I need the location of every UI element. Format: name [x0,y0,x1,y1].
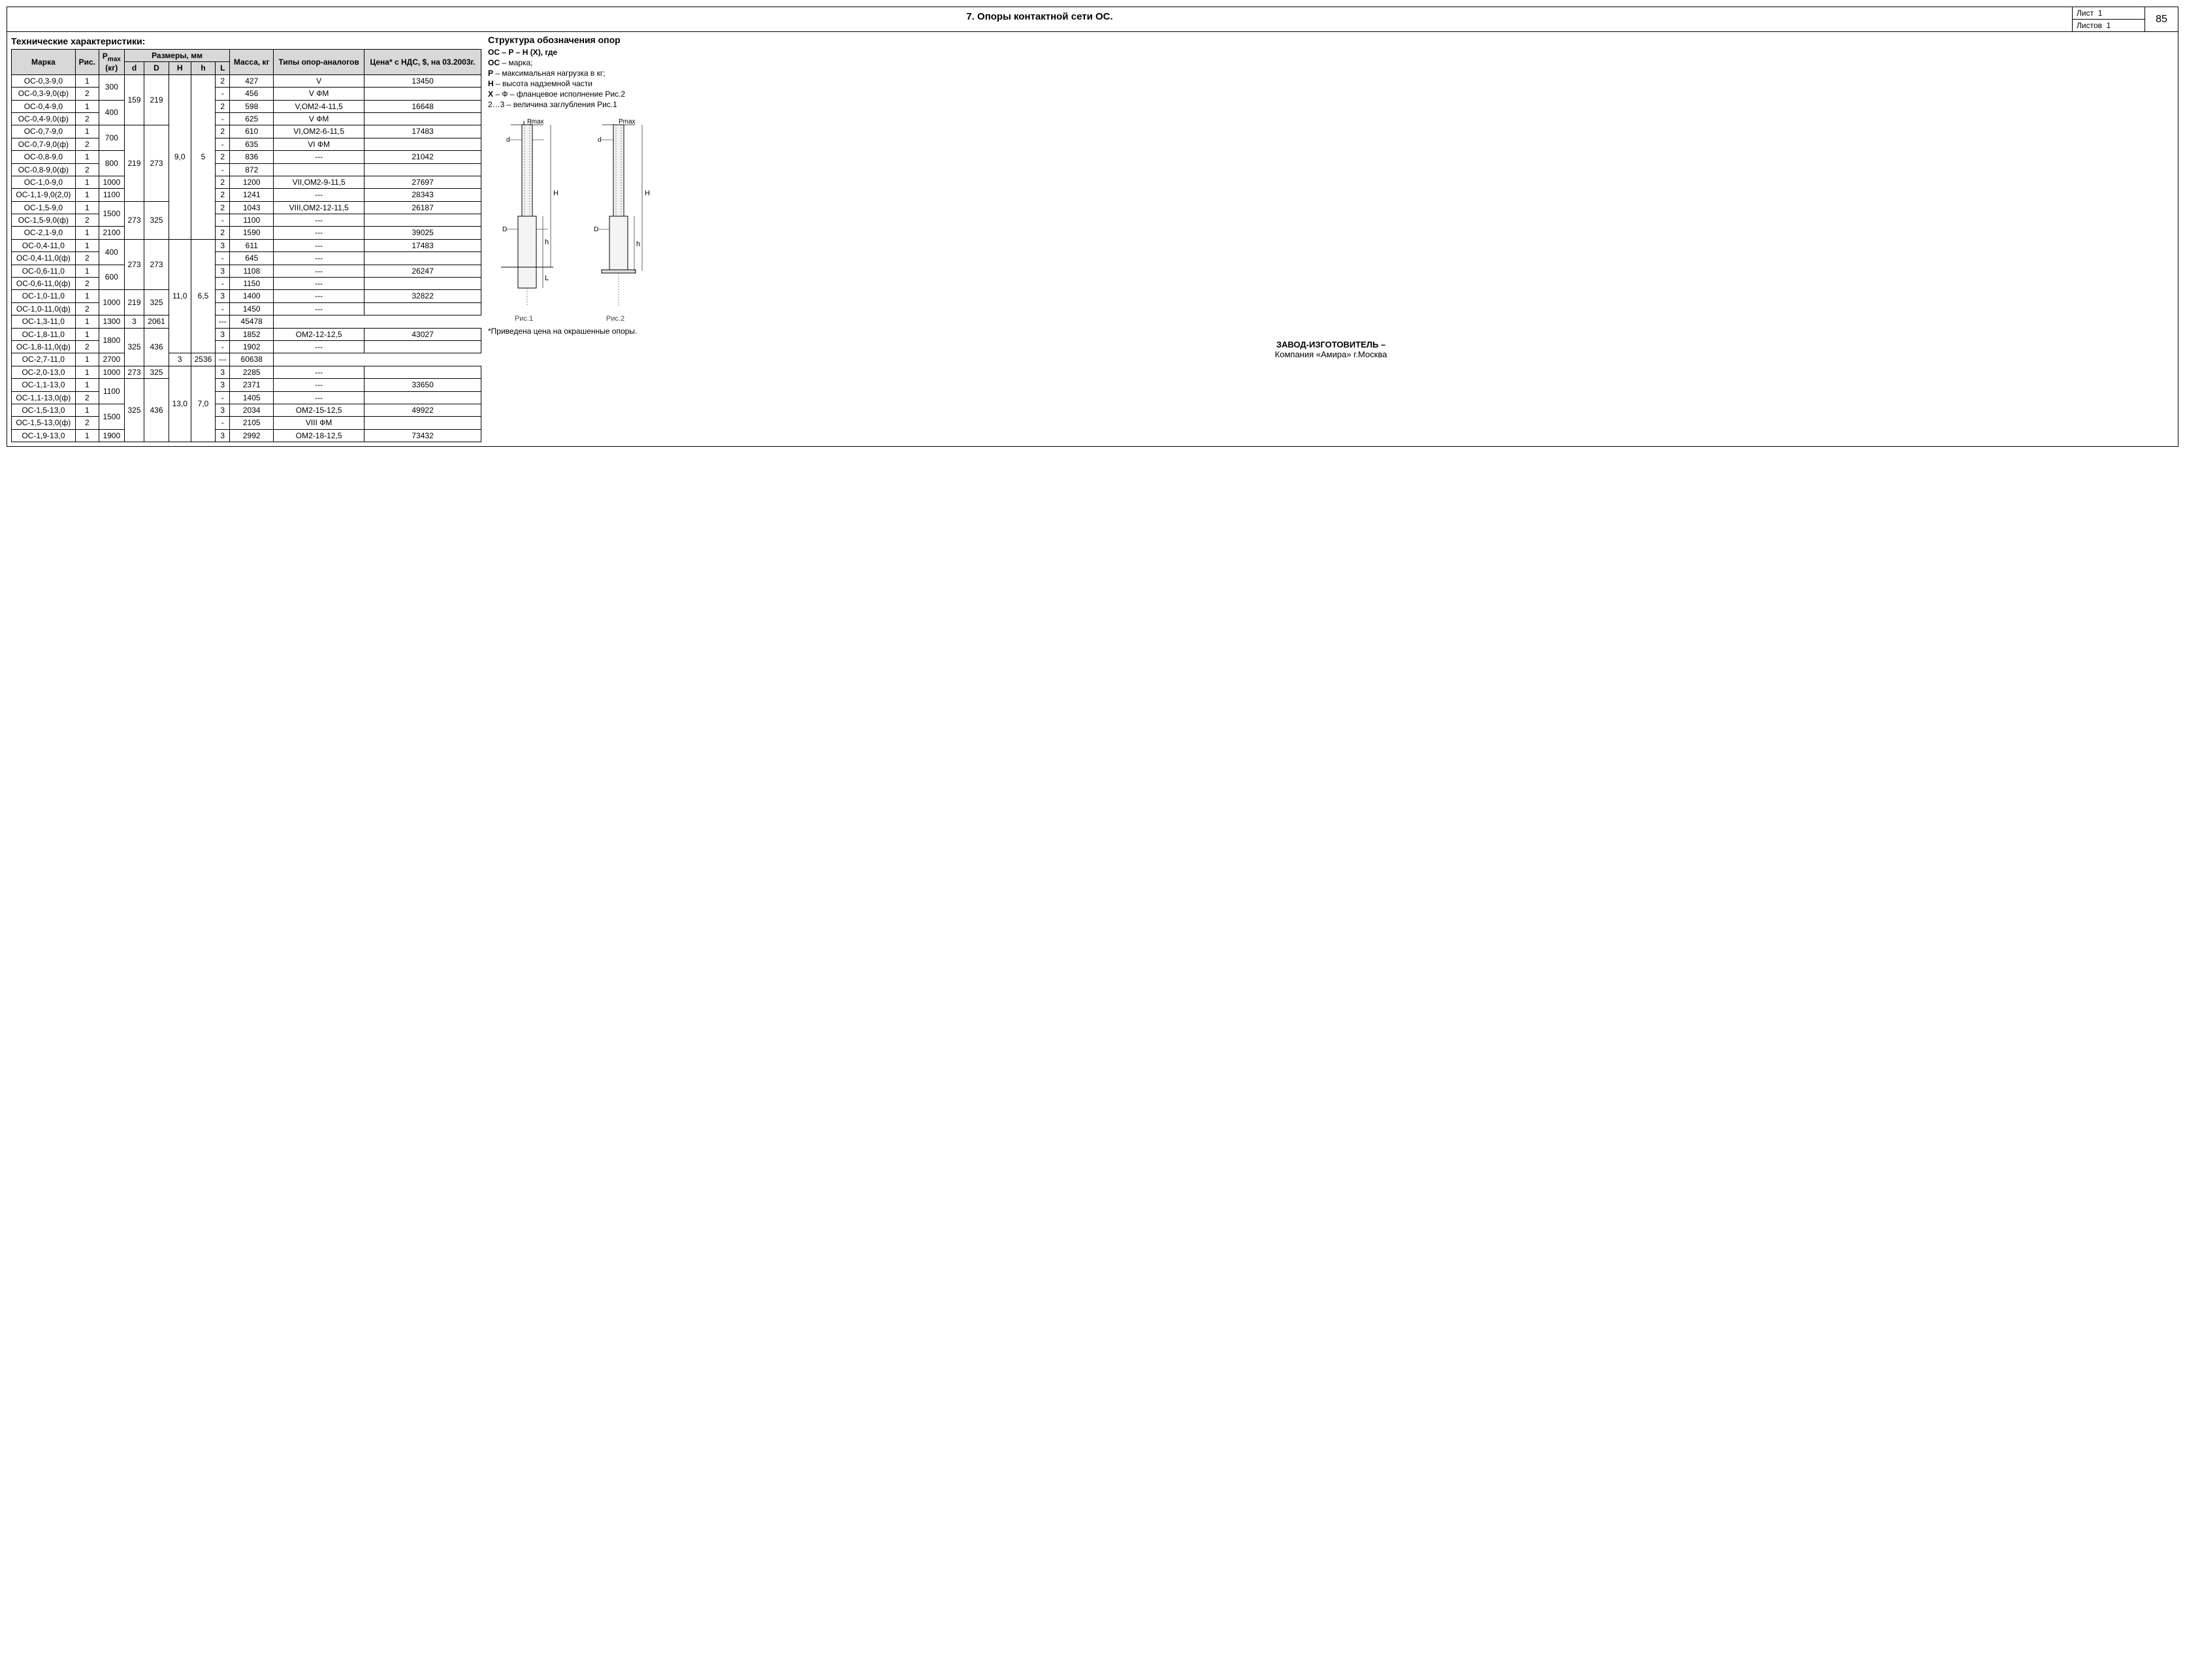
footnote: *Приведена цена на окрашенные опоры. [488,327,2174,336]
section-title: 7. Опоры контактной сети ОС. [7,7,2073,31]
table-row: ОС-0,8-9,0(ф)2-872 [12,163,481,176]
col-pmax: Pmax(кг) [99,50,124,75]
table-row: ОС-0,4-11,0(ф)2-645--- [12,252,481,265]
spec-table: Марка Рис. Pmax(кг) Размеры, мм Масса, к… [11,49,481,442]
legend: ОС – Р – Н (Х), где ОС – марка; Р – макси… [488,48,2174,109]
formula: ОС – Р – Н (Х), где [488,48,2174,57]
table-row: ОС-0,4-9,014002598V,ОМ2-4-11,516648 [12,100,481,112]
table-row: ОС-0,3-9,0(ф)2-456V ФМ [12,88,481,100]
ris1-label: Рис.1 [488,315,560,323]
legend-line: Р – максимальная нагрузка в кг; [488,69,2174,78]
col-analog: Типы опор-аналогов [274,50,364,75]
struct-title: Структура обозначения опор [488,35,2174,45]
diagrams: Pmax d D [488,117,2174,323]
title-row: 7. Опоры контактной сети ОС. Лист 1 Лист… [7,7,2178,32]
table-row: ОС-2,7-11,01270032536---60638 [12,353,481,366]
col-price: Цена* с НДС, $, на 03.2003г. [364,50,481,75]
sheet-meta: Лист 1 Листов 1 [2073,7,2145,31]
tech-title: Технические характеристики: [11,36,481,46]
table-row: ОС-1,8-11,01180032543631852ОМ2-12-12,543… [12,328,481,340]
sheet-num: Лист 1 [2073,7,2145,20]
legend-line: 2…3 – величина заглубления Рис.1 [488,100,2174,109]
col-mark: Марка [12,50,76,75]
ris2-label: Рис.2 [579,315,651,323]
table-row: ОС-1,3-11,01130032061---45478 [12,315,481,328]
table-row: ОС-0,4-11,0140027327311,06,53611---17483 [12,239,481,251]
table-row: ОС-0,8-9,018002836---21042 [12,151,481,163]
table-row: ОС-1,1-13,01110032543632371---33650 [12,379,481,391]
legend-line: ОС – марка; [488,58,2174,67]
col-mass: Масса, кг [230,50,274,75]
svg-text:Pmax: Pmax [619,118,636,125]
svg-text:D: D [594,226,598,233]
svg-text:h: h [636,240,640,248]
table-row: ОС-0,7-9,017002192732610VI,ОМ2-6-11,5174… [12,125,481,138]
svg-text:d: d [598,137,602,144]
table-row: ОС-1,1-9,0(2,0)1110021241---28343 [12,189,481,201]
table-row: ОС-0,3-9,013001592199,052427V13450 [12,74,481,87]
left-panel: Технические характеристики: Марка Рис. P… [11,35,481,442]
table-row: ОС-0,6-11,0160031108---26247 [12,265,481,277]
table-row: ОС-1,5-9,01150027332521043VIII,ОМ2-12-11… [12,201,481,214]
diagram-1: Pmax d D [488,117,560,323]
table-row: ОС-1,0-11,01100021932531400---32822 [12,290,481,302]
col-l: L [216,62,230,74]
pmax-label: Pmax [527,118,544,125]
right-panel: Структура обозначения опор ОС – Р – Н (Х… [481,35,2174,442]
table-body: ОС-0,3-9,013001592199,052427V13450ОС-0,3… [12,74,481,442]
legend-line: Х – Ф – фланцевое исполнение Рис.2 [488,89,2174,99]
table-row: ОС-1,1-13,0(ф)2-1405--- [12,391,481,404]
svg-text:H: H [553,189,558,197]
legend-line: Н – высота надземной части [488,79,2174,88]
page-number: 85 [2145,7,2178,31]
svg-text:D: D [502,226,507,233]
table-row: ОС-0,6-11,0(ф)2-1150--- [12,278,481,290]
svg-text:H: H [645,189,650,197]
table-row: ОС-0,7-9,0(ф)2-635VI ФМ [12,138,481,150]
table-row: ОС-1,9-13,01190032992ОМ2-18-12,573432 [12,429,481,442]
col-ris: Рис. [75,50,99,75]
svg-text:L: L [545,274,549,282]
sheet: 7. Опоры контактной сети ОС. Лист 1 Лист… [7,7,2178,447]
col-bigd: D [144,62,169,74]
table-row: ОС-1,5-13,0(ф)2-2105VIII ФМ [12,417,481,429]
table-row: ОС-1,5-9,0(ф)2-1100--- [12,214,481,227]
sheets-total: Листов 1 [2073,20,2145,31]
col-bigh: H [169,62,191,74]
manufacturer: ЗАВОД-ИЗГОТОВИТЕЛЬ – Компания «Амира» г.… [488,340,2174,359]
table-row: ОС-0,4-9,0(ф)2-625V ФМ [12,112,481,125]
table-row: ОС-2,0-13,01100027332513,07,032285--- [12,366,481,378]
svg-text:d: d [506,137,510,144]
table-row: ОС-1,0-9,01100021200VII,ОМ2-9-11,527697 [12,176,481,188]
table-row: ОС-1,0-11,0(ф)2-1450--- [12,302,481,315]
table-row: ОС-1,8-11,0(ф)2-1902--- [12,340,481,353]
svg-text:h: h [545,238,549,246]
col-h: h [191,62,216,74]
table-row: ОС-1,5-13,01150032034ОМ2-15-12,549922 [12,404,481,416]
table-row: ОС-2,1-9,01210021590---39025 [12,227,481,239]
content: Технические характеристики: Марка Рис. P… [7,32,2178,446]
col-d: d [124,62,144,74]
diagram-2: Pmax d D H [579,117,651,323]
col-dims: Размеры, мм [124,50,230,62]
